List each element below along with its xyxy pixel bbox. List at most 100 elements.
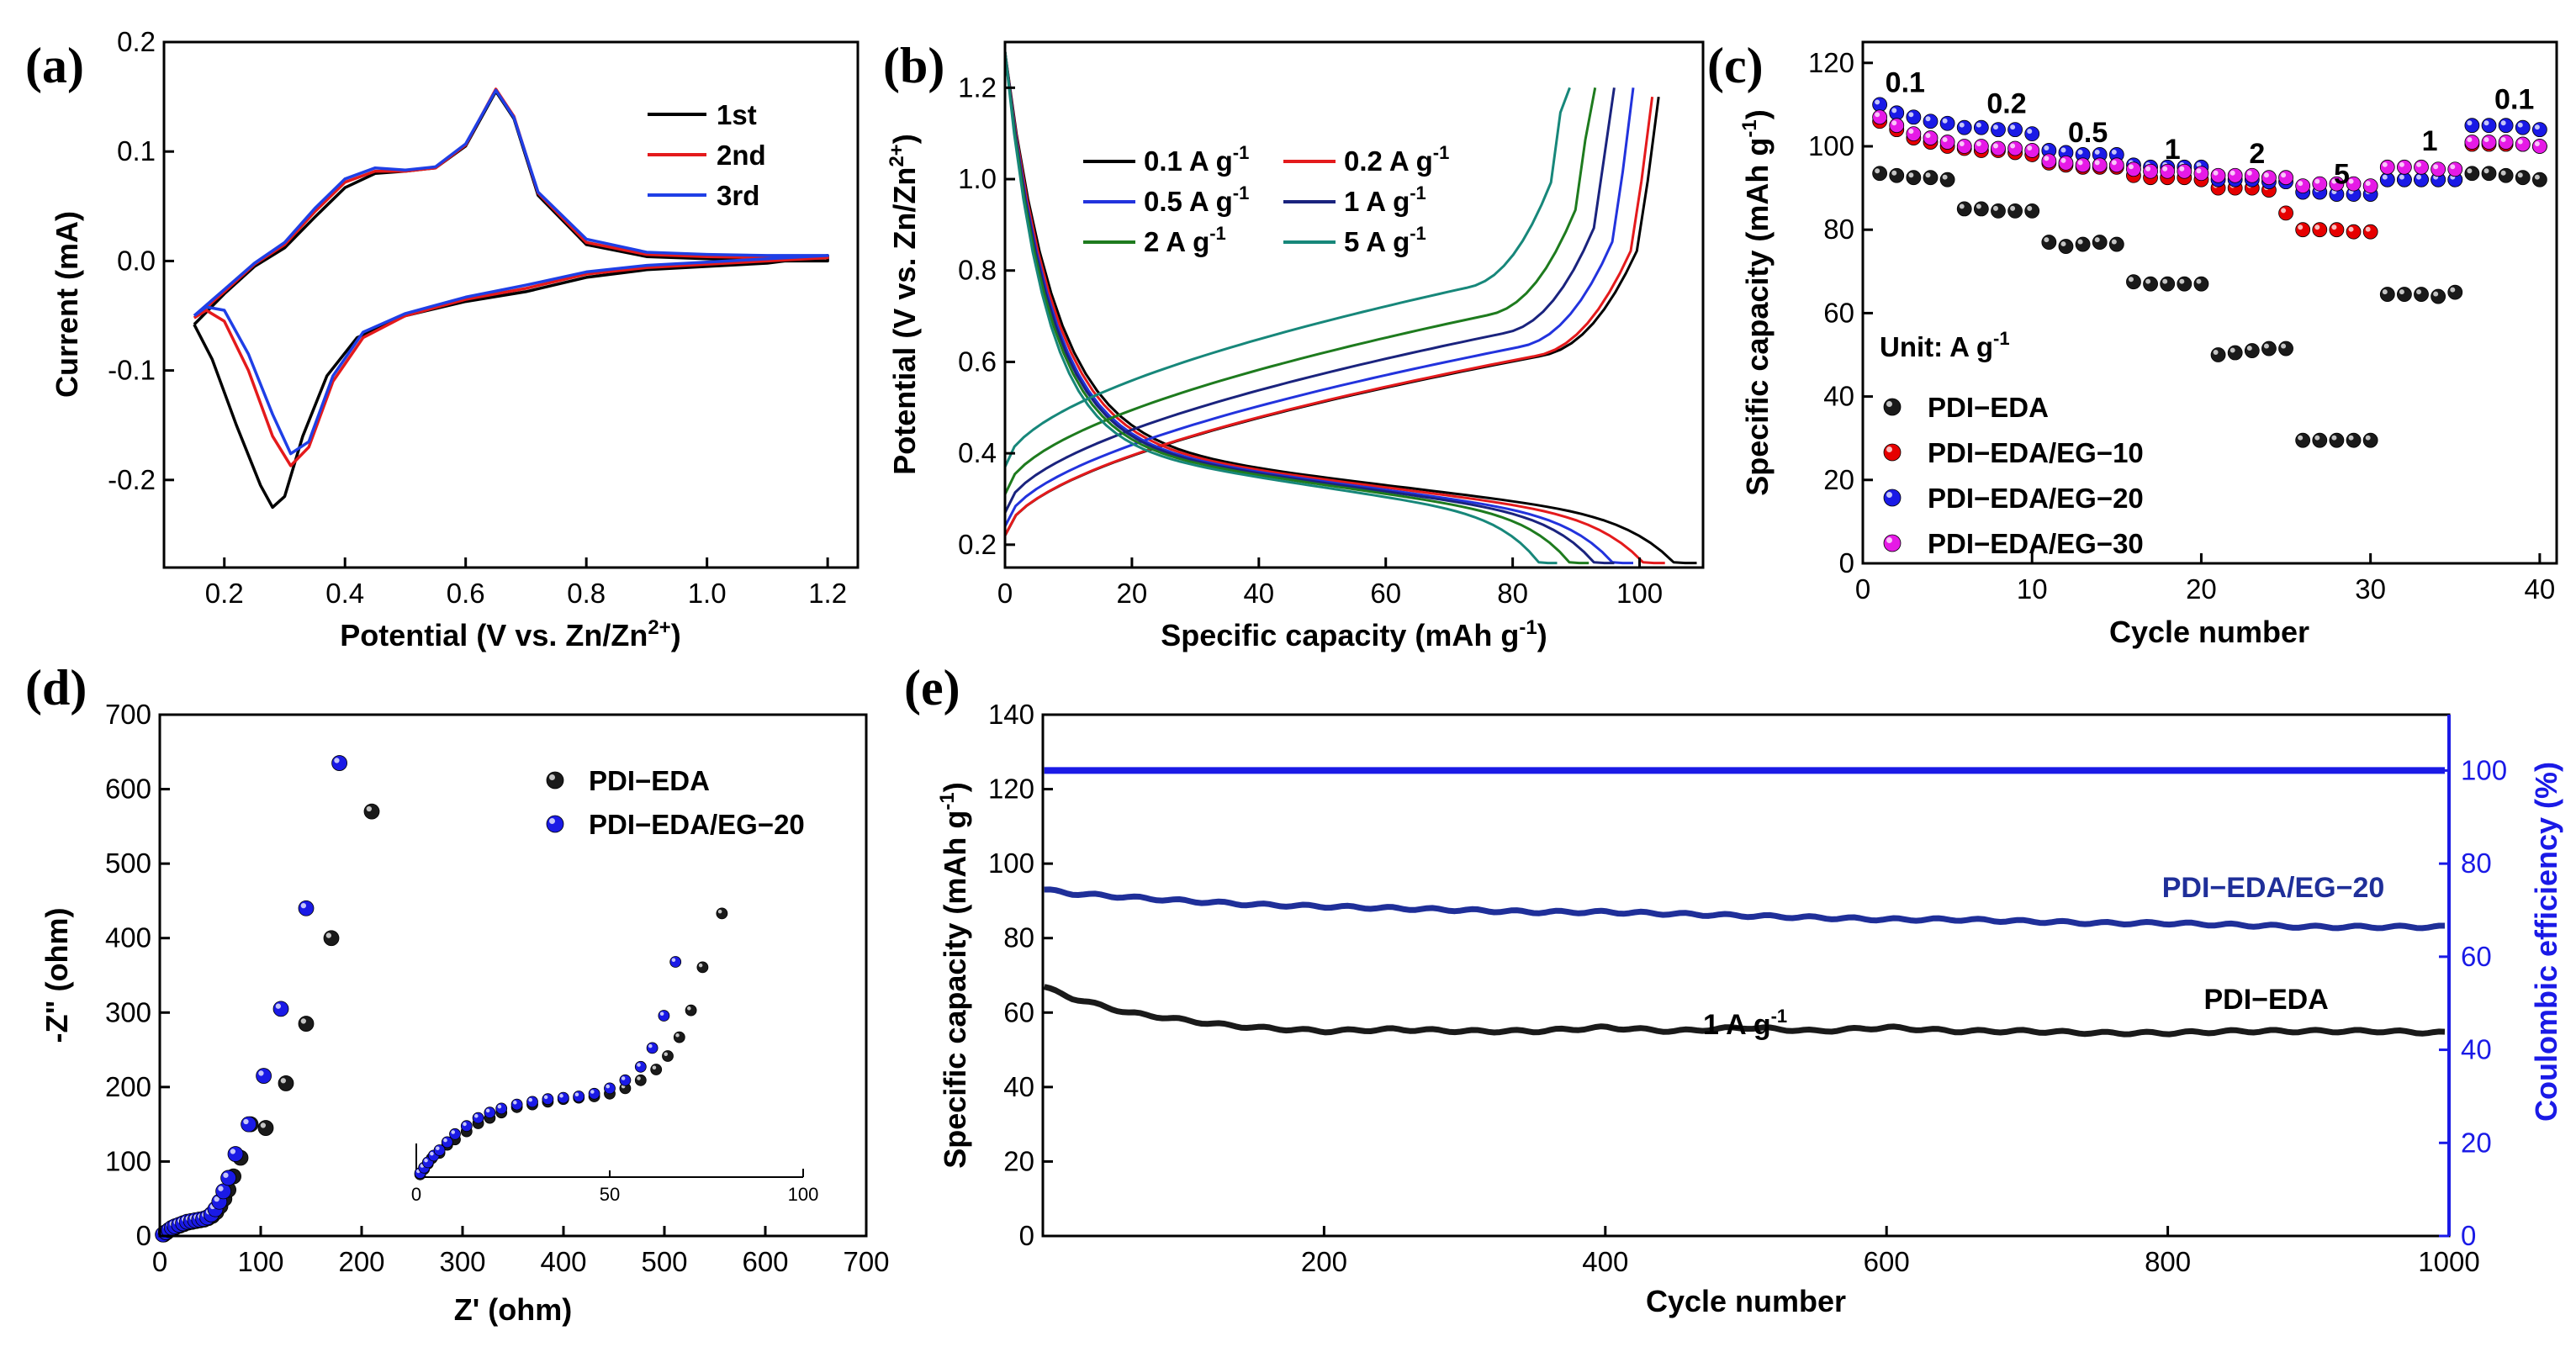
chart-d-ylabel: -Z" (ohm) [40, 907, 74, 1043]
point-PDI−EDA-highlight [1942, 174, 1948, 180]
point-PDI−EDA/EG−30 [1889, 118, 1905, 134]
legend-b-entry-2: 2 A g-1 [1144, 223, 1226, 257]
inset-point-PDI−EDA/EG−20 [634, 1060, 647, 1073]
chart-a-legend: 1st 2nd 3rd [648, 99, 766, 211]
legend-c-entry: PDI−EDA/EG−20 [1928, 483, 2144, 514]
point-PDI−EDA [2244, 343, 2260, 358]
point-PDI−EDA-highlight [2416, 289, 2422, 295]
point-PDI−EDA/EG−30-highlight [1891, 120, 1897, 126]
point-PDI−EDA/EG−30-highlight [2331, 178, 2337, 184]
point-PDI−EDA/EG−30 [2295, 178, 2311, 194]
point-PDI−EDA/EG−30-highlight [2263, 172, 2269, 178]
point-PDI−EDA/EG−20 [215, 1183, 232, 1200]
x-tick-label: 10 [2017, 573, 2048, 605]
legend-d-marker-PDI−EDA/EG−20-highlight [549, 818, 555, 824]
point-PDI−EDA/EG−20 [1889, 105, 1905, 121]
point-PDI−EDA/EG−20 [298, 900, 315, 916]
legend-d-marker-PDI−EDA [546, 771, 564, 790]
point-PDI−EDA-highlight [2077, 239, 2083, 245]
chart-d-axes: 0 100 200 300 400 500 600 700010020030040050060… [105, 699, 890, 1277]
point-PDI−EDA/EG−30 [2397, 159, 2412, 175]
chart-a-frame [162, 40, 860, 569]
point-PDI−EDA/EG−20-highlight [2196, 161, 2202, 167]
point-PDI−EDA/EG−20-highlight [2111, 149, 2117, 155]
y-tick-label: -0.2 [108, 464, 156, 495]
point-PDI−EDA-highlight [300, 1018, 306, 1024]
y-tick-label: 0 [136, 1220, 151, 1251]
point-PDI−EDA/EG−30 [2414, 159, 2429, 175]
inset-point-PDI−EDA/EG−20 [669, 956, 682, 968]
x-tick-label: 100 [1616, 578, 1663, 609]
chart-e-xlabel: Cycle number [1646, 1284, 1846, 1318]
charge-curve-2 [1003, 87, 1597, 495]
chart-c-legend: PDI−EDA PDI−EDA/EG−10 PDI−EDA/EG−20 PDI−EDA… [1883, 392, 2144, 559]
point-PDI−EDA-highlight [2129, 277, 2134, 283]
legend-b-sup: -1 [1433, 142, 1450, 163]
point-PDI−EDA/EG−30 [2177, 163, 2193, 179]
y-tick-label: 20 [1823, 464, 1854, 495]
point-PDI−EDA/EG−30 [2193, 166, 2209, 182]
chart-d-frame [158, 713, 868, 1238]
inset-point-PDI−EDA [696, 961, 709, 974]
point-PDI−EDA/EG−20-highlight [2483, 120, 2489, 126]
point-PDI−EDA/EG−20 [272, 1001, 289, 1017]
point-PDI−EDA [2041, 235, 2057, 250]
point-PDI−EDA/EG−30-highlight [1959, 141, 1965, 146]
chart-e-series-labels: PDI−EDA/EG−20 PDI−EDA [2162, 872, 2385, 1016]
chart-c-frame [1861, 40, 2558, 565]
point-PDI−EDA/EG−20-highlight [2077, 149, 2083, 155]
point-PDI−EDA/EG−30-highlight [2382, 161, 2388, 167]
point-PDI−EDA [2261, 341, 2277, 356]
point-PDI−EDA/EG−20 [256, 1068, 272, 1084]
point-PDI−EDA/EG−30 [2531, 139, 2547, 154]
point-PDI−EDA/EG−20-highlight [258, 1070, 264, 1076]
legend-b-sup: -1 [1410, 223, 1426, 244]
inset-point-PDI−EDA/EG−20-highlight [424, 1158, 428, 1163]
point-PDI−EDA-highlight [2044, 237, 2050, 243]
y2-tick-label: 0 [2461, 1220, 2476, 1251]
inset-point-PDI−EDA/EG−20-highlight [590, 1090, 595, 1094]
inset-point-PDI−EDA/EG−20 [658, 1010, 670, 1022]
inset-point-PDI−EDA/EG−20 [646, 1042, 659, 1054]
series-label: PDI−EDA [2203, 984, 2328, 1016]
point-PDI−EDA [1973, 201, 1989, 217]
y-tick-label: 100 [1808, 130, 1854, 161]
point-PDI−EDA-highlight [2517, 172, 2523, 178]
point-PDI−EDA-highlight [260, 1122, 266, 1128]
inset-point-PDI−EDA/EG−20-highlight [474, 1114, 479, 1118]
point-PDI−EDA/EG−20-highlight [2027, 129, 2033, 135]
inset-point-PDI−EDA/EG−20-highlight [443, 1138, 447, 1143]
point-PDI−EDA/EG−30-highlight [1925, 133, 1931, 139]
panel-label-d: (d) [25, 660, 87, 716]
inset-point-PDI−EDA/EG−20 [557, 1091, 569, 1104]
inset-point-PDI−EDA [662, 1050, 674, 1062]
point-PDI−EDA-highlight [2534, 174, 2540, 180]
y-tick-label: 100 [105, 1145, 151, 1176]
point-PDI−EDA/EG−10 [2295, 222, 2311, 238]
point-PDI−EDA/EG−30-highlight [2044, 156, 2050, 161]
point-PDI−EDA/EG−30-highlight [2246, 170, 2252, 176]
chart-d: 0 100 200 300 400 500 600 700010020030040050060… [40, 699, 890, 1327]
inset-point-PDI−EDA-highlight [675, 1033, 680, 1038]
point-PDI−EDA/EG−20-highlight [223, 1172, 229, 1178]
point-PDI−EDA/EG−20-highlight [334, 758, 340, 763]
y-tick-label: 0.8 [958, 255, 997, 286]
point-PDI−EDA/EG−10-highlight [2348, 226, 2354, 232]
point-PDI−EDA/EG−20 [2498, 118, 2514, 134]
point-PDI−EDA/EG−30-highlight [2500, 137, 2506, 143]
inset-point-PDI−EDA/EG−20-highlight [559, 1094, 563, 1098]
point-PDI−EDA/EG−30 [1906, 126, 1922, 142]
point-PDI−EDA-highlight [2145, 278, 2151, 284]
point-PDI−EDA-highlight [2433, 291, 2439, 297]
point-PDI−EDA/EG−30-highlight [2416, 161, 2422, 167]
point-PDI−EDA/EG−30 [1939, 135, 1955, 150]
point-PDI−EDA [2515, 170, 2531, 186]
series-label: PDI−EDA/EG−20 [2162, 872, 2385, 904]
point-PDI−EDA [2295, 432, 2311, 448]
point-PDI−EDA/EG−30-highlight [1976, 141, 1981, 146]
point-PDI−EDA-highlight [2213, 350, 2219, 355]
point-PDI−EDA/EG−30 [2092, 157, 2108, 173]
legend-b-sup: -1 [1209, 223, 1226, 244]
x-tick-label: 80 [1497, 578, 1528, 609]
inset-point-PDI−EDA-highlight [717, 909, 722, 914]
